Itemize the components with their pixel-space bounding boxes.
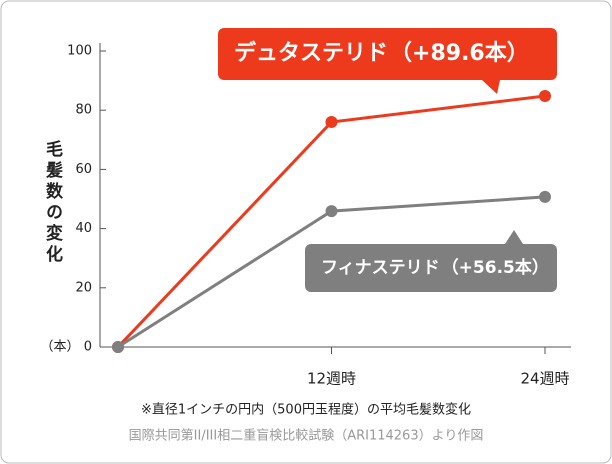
- point: [325, 116, 338, 129]
- y-tick-label: 60: [75, 162, 92, 177]
- legend-label: フィナステリド: [321, 258, 440, 278]
- y-tick-label: 20: [75, 280, 92, 295]
- y-axis-label: 毛髪数の変化: [42, 139, 64, 266]
- point: [112, 341, 124, 353]
- callout-box: [218, 28, 557, 80]
- y-tick-label: 100: [67, 44, 92, 59]
- point: [539, 89, 551, 102]
- callout-box: [305, 244, 557, 292]
- legend-label: デュタステリド: [234, 40, 388, 66]
- point: [325, 205, 338, 218]
- callout-value: （+89.6本）: [390, 41, 529, 66]
- y-tick-label: 0: [84, 340, 92, 355]
- y-tick-label: 80: [75, 103, 92, 118]
- callout-tail: [505, 230, 523, 244]
- callout-tail: [482, 80, 500, 94]
- note: ※直径1インチの円内（500円玉程度）の平均毛髪数変化: [141, 402, 471, 418]
- y-tick-label: 40: [75, 221, 92, 236]
- x-tick-label: 24週時: [520, 370, 569, 388]
- point: [539, 190, 551, 203]
- y-unit-label: （本）: [40, 340, 79, 355]
- callout-value: （+56.5本）: [442, 257, 549, 278]
- x-tick-label: 12週時: [307, 370, 356, 388]
- note: 国際共同第II/III相二重盲検比較試験（ARI114263）より作図: [129, 428, 484, 444]
